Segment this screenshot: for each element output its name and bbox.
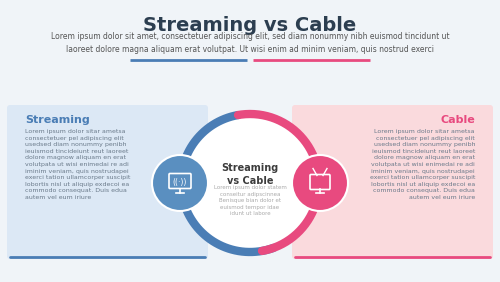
Text: Lorem ipsum dolor statem
conseitur adipscinnea
Benisque bian dolor et
euismod te: Lorem ipsum dolor statem conseitur adips… <box>214 185 286 216</box>
Circle shape <box>178 111 322 255</box>
Circle shape <box>152 155 208 211</box>
Circle shape <box>292 155 348 211</box>
Text: Lorem ipsum dolor sit amet, consectetuer adipiscing elit, sed diam nonummy nibh : Lorem ipsum dolor sit amet, consectetuer… <box>50 32 450 54</box>
Text: Streaming vs Cable: Streaming vs Cable <box>144 16 356 35</box>
Text: Streaming
vs Cable: Streaming vs Cable <box>222 163 278 186</box>
Text: Lorem ipsum dolor sitar ametsa
consectetuer pel adipiscing elit
usedsed diam non: Lorem ipsum dolor sitar ametsa consectet… <box>370 129 475 200</box>
FancyBboxPatch shape <box>7 105 208 259</box>
Text: Cable: Cable <box>440 115 475 125</box>
FancyBboxPatch shape <box>292 105 493 259</box>
Text: ((·)): ((·)) <box>173 177 187 186</box>
Text: Streaming: Streaming <box>25 115 90 125</box>
Text: Lorem ipsum dolor sitar ametsa
consectetuer pel adipiscing elit
usedsed diam non: Lorem ipsum dolor sitar ametsa consectet… <box>25 129 130 200</box>
